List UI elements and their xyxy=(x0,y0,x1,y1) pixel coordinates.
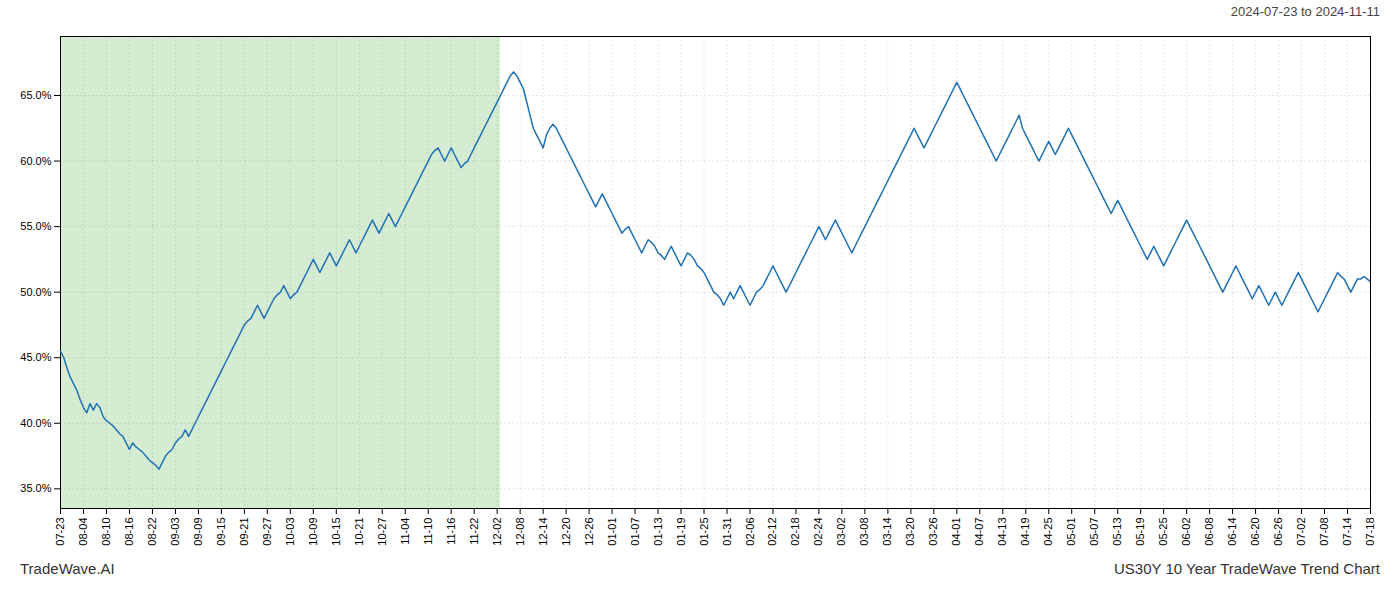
svg-text:05-01: 05-01 xyxy=(1065,518,1077,546)
html-text:US30Y 10 Year TradeWave Trend: US30Y 10 Year TradeWave Trend Chart xyxy=(1114,560,1380,577)
svg-text:03-02: 03-02 xyxy=(835,518,847,546)
svg-text:10-27: 10-27 xyxy=(376,518,388,546)
svg-text:01-13: 01-13 xyxy=(652,518,664,546)
svg-text:11-16: 11-16 xyxy=(445,518,457,545)
svg-text:02-24: 02-24 xyxy=(812,518,824,546)
svg-text:06-26: 06-26 xyxy=(1272,518,1284,546)
svg-text:08-16: 08-16 xyxy=(123,518,135,546)
svg-text:45.0%: 45.0% xyxy=(20,351,51,363)
svg-text:12-08: 12-08 xyxy=(514,518,526,546)
svg-text:65.0%: 65.0% xyxy=(20,89,51,101)
svg-text:09-27: 09-27 xyxy=(261,518,273,546)
svg-text:01-25: 01-25 xyxy=(698,518,710,546)
svg-text:10-15: 10-15 xyxy=(330,518,342,546)
svg-text:08-04: 08-04 xyxy=(77,518,89,546)
svg-text:03-14: 03-14 xyxy=(881,518,893,546)
svg-text:35.0%: 35.0% xyxy=(20,482,51,494)
svg-text:11-22: 11-22 xyxy=(468,518,480,545)
svg-text:40.0%: 40.0% xyxy=(20,417,51,429)
svg-text:04-01: 04-01 xyxy=(950,518,962,546)
svg-text:12-20: 12-20 xyxy=(560,518,572,546)
svg-text:03-26: 03-26 xyxy=(927,518,939,546)
svg-text:07-18: 07-18 xyxy=(1364,518,1376,546)
svg-text:04-13: 04-13 xyxy=(996,518,1008,546)
svg-text:05-25: 05-25 xyxy=(1157,518,1169,546)
svg-text:12-26: 12-26 xyxy=(583,518,595,546)
svg-text:07-14: 07-14 xyxy=(1341,518,1353,546)
svg-text:08-22: 08-22 xyxy=(146,518,158,546)
svg-text:02-06: 02-06 xyxy=(743,518,755,546)
svg-text:50.0%: 50.0% xyxy=(20,286,51,298)
svg-text:06-02: 06-02 xyxy=(1180,518,1192,546)
svg-text:04-07: 04-07 xyxy=(973,518,985,546)
svg-text:06-08: 06-08 xyxy=(1203,518,1215,546)
svg-text:12-14: 12-14 xyxy=(537,518,549,546)
svg-text:05-19: 05-19 xyxy=(1134,518,1146,546)
svg-text:01-31: 01-31 xyxy=(721,518,733,546)
svg-text:06-20: 06-20 xyxy=(1249,518,1261,546)
svg-text:03-08: 03-08 xyxy=(858,518,870,546)
svg-text:10-21: 10-21 xyxy=(353,518,365,546)
svg-text:12-02: 12-02 xyxy=(491,518,503,546)
svg-text:05-07: 05-07 xyxy=(1088,518,1100,546)
svg-text:09-09: 09-09 xyxy=(192,518,204,546)
svg-text:60.0%: 60.0% xyxy=(20,155,51,167)
svg-text:01-01: 01-01 xyxy=(606,518,618,546)
svg-text:08-10: 08-10 xyxy=(100,518,112,546)
svg-text:07-23: 07-23 xyxy=(54,518,66,546)
svg-text:02-18: 02-18 xyxy=(789,518,801,546)
svg-text:04-19: 04-19 xyxy=(1019,518,1031,546)
svg-text:10-09: 10-09 xyxy=(307,518,319,546)
svg-text:07-02: 07-02 xyxy=(1295,518,1307,546)
svg-text:05-13: 05-13 xyxy=(1111,518,1123,546)
svg-text:01-19: 01-19 xyxy=(675,518,687,546)
svg-text:11-04: 11-04 xyxy=(399,518,411,545)
svg-text:55.0%: 55.0% xyxy=(20,220,51,232)
svg-text:10-03: 10-03 xyxy=(284,518,296,546)
svg-text:02-12: 02-12 xyxy=(766,518,778,546)
svg-text:11-10: 11-10 xyxy=(422,518,434,545)
svg-text:03-20: 03-20 xyxy=(904,518,916,546)
svg-text:01-07: 01-07 xyxy=(629,518,641,546)
svg-text:09-03: 09-03 xyxy=(169,518,181,546)
svg-text:09-15: 09-15 xyxy=(215,518,227,546)
svg-text:04-25: 04-25 xyxy=(1042,518,1054,546)
html-text:2024-07-23 to 2024-11-11: 2024-07-23 to 2024-11-11 xyxy=(1230,4,1380,19)
svg-text:07-08: 07-08 xyxy=(1318,518,1330,546)
svg-text:06-14: 06-14 xyxy=(1226,518,1238,546)
html-text:TradeWave.AI: TradeWave.AI xyxy=(20,560,115,577)
svg-text:09-21: 09-21 xyxy=(238,518,250,546)
